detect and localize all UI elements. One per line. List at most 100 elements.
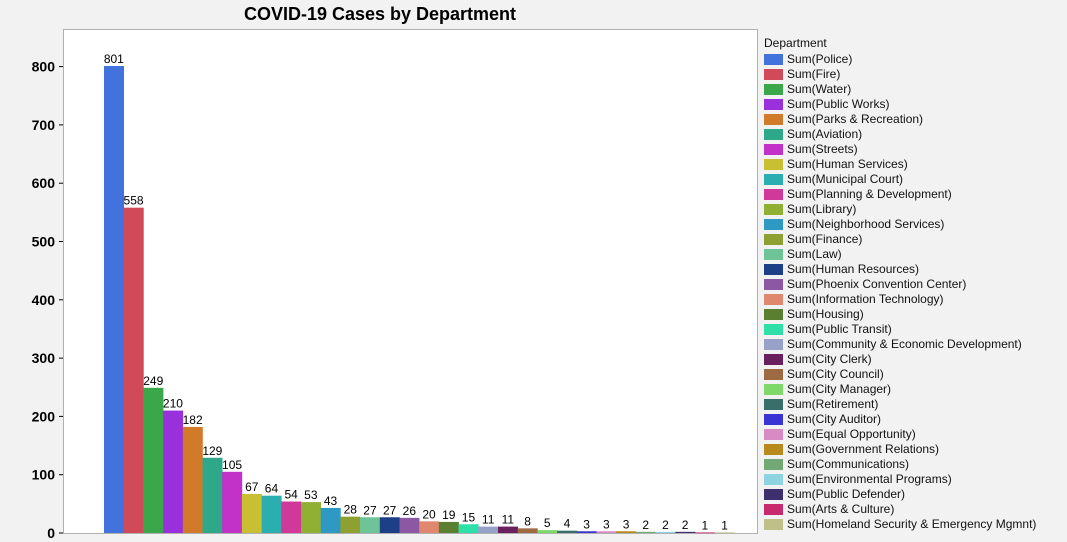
- legend-label: Sum(Public Transit): [787, 322, 892, 336]
- bar-value-label: 11: [502, 513, 515, 527]
- bar[interactable]: [655, 531, 676, 533]
- legend-label: Sum(City Auditor): [787, 412, 882, 426]
- legend-item[interactable]: Sum(Police): [764, 52, 1064, 67]
- bar[interactable]: [419, 521, 440, 533]
- bar[interactable]: [635, 531, 656, 533]
- legend-swatch: [764, 339, 783, 350]
- legend-item[interactable]: Sum(Finance): [764, 232, 1064, 247]
- legend-item[interactable]: Sum(Information Technology): [764, 292, 1064, 307]
- legend-item[interactable]: Sum(Parks & Recreation): [764, 112, 1064, 127]
- bar[interactable]: [399, 517, 420, 533]
- bar[interactable]: [143, 387, 164, 533]
- legend-item[interactable]: Sum(Water): [764, 82, 1064, 97]
- legend-label: Sum(Neighborhood Services): [787, 217, 945, 231]
- legend-item[interactable]: Sum(Human Resources): [764, 262, 1064, 277]
- legend-item[interactable]: Sum(Aviation): [764, 127, 1064, 142]
- bar[interactable]: [202, 457, 223, 533]
- legend-item[interactable]: Sum(Housing): [764, 307, 1064, 322]
- legend-item[interactable]: Sum(Public Defender): [764, 487, 1064, 502]
- legend-swatch: [764, 159, 783, 170]
- legend-item[interactable]: Sum(Public Works): [764, 97, 1064, 112]
- legend-item[interactable]: Sum(Law): [764, 247, 1064, 262]
- legend-swatch: [764, 129, 783, 140]
- bar-value-label: 3: [583, 517, 590, 531]
- legend-item[interactable]: Sum(City Clerk): [764, 352, 1064, 367]
- bar[interactable]: [498, 526, 518, 533]
- legend-item[interactable]: Sum(Streets): [764, 142, 1064, 157]
- bar[interactable]: [340, 516, 361, 533]
- legend-item[interactable]: Sum(Government Relations): [764, 442, 1064, 457]
- legend-item[interactable]: Sum(Communications): [764, 457, 1064, 472]
- bar[interactable]: [714, 532, 735, 534]
- bar[interactable]: [241, 493, 262, 533]
- bar-value-label: 558: [124, 194, 144, 208]
- bar[interactable]: [576, 531, 597, 533]
- legend-label: Sum(City Clerk): [787, 352, 872, 366]
- bar[interactable]: [261, 495, 282, 533]
- y-tick-label: 100: [32, 467, 56, 483]
- bar[interactable]: [123, 207, 144, 533]
- bar-value-label: 54: [284, 488, 298, 502]
- y-tick-label: 200: [32, 408, 56, 424]
- legend-label: Sum(Library): [787, 202, 857, 216]
- bar[interactable]: [301, 502, 321, 533]
- bar[interactable]: [478, 526, 499, 533]
- bar-value-label: 28: [344, 503, 358, 517]
- bar[interactable]: [281, 501, 302, 533]
- legend-item[interactable]: Sum(Human Services): [764, 157, 1064, 172]
- bar[interactable]: [596, 531, 617, 533]
- legend-item[interactable]: Sum(Library): [764, 202, 1064, 217]
- legend-swatch: [764, 429, 783, 440]
- legend-label: Sum(Government Relations): [787, 442, 940, 456]
- legend-label: Sum(Community & Economic Development): [787, 337, 1022, 351]
- legend-item[interactable]: Sum(City Auditor): [764, 412, 1064, 427]
- legend-item[interactable]: Sum(Equal Opportunity): [764, 427, 1064, 442]
- bar[interactable]: [438, 521, 459, 533]
- legend-item[interactable]: Sum(Homeland Security & Emergency Mgmnt): [764, 517, 1064, 532]
- legend-swatch: [764, 84, 783, 95]
- legend-swatch: [764, 54, 783, 65]
- bar-value-label: 1: [702, 518, 709, 532]
- legend-item[interactable]: Sum(City Council): [764, 367, 1064, 382]
- bar[interactable]: [360, 517, 381, 533]
- legend-item[interactable]: Sum(City Manager): [764, 382, 1064, 397]
- bar-value-label: 11: [482, 513, 495, 527]
- legend-item[interactable]: Sum(Public Transit): [764, 322, 1064, 337]
- legend-title: Department: [764, 36, 827, 50]
- bar[interactable]: [675, 531, 696, 533]
- legend-item[interactable]: Sum(Fire): [764, 67, 1064, 82]
- bar[interactable]: [557, 530, 578, 533]
- legend-swatch: [764, 384, 783, 395]
- bar[interactable]: [320, 507, 341, 533]
- bar-value-label: 8: [524, 514, 531, 528]
- legend-item[interactable]: Sum(Community & Economic Development): [764, 337, 1064, 352]
- legend-item[interactable]: Sum(Municipal Court): [764, 172, 1064, 187]
- legend-item[interactable]: Sum(Retirement): [764, 397, 1064, 412]
- legend-item[interactable]: Sum(Environmental Programs): [764, 472, 1064, 487]
- bar[interactable]: [104, 66, 124, 534]
- legend-swatch: [764, 414, 783, 425]
- bar-value-label: 105: [222, 458, 242, 472]
- bar[interactable]: [458, 524, 479, 533]
- bar-value-label: 19: [442, 508, 456, 522]
- legend-swatch: [764, 264, 783, 275]
- bar[interactable]: [695, 532, 715, 534]
- bar[interactable]: [182, 426, 203, 533]
- bar[interactable]: [537, 530, 558, 533]
- legend-item[interactable]: Sum(Neighborhood Services): [764, 217, 1064, 232]
- bar[interactable]: [163, 410, 184, 533]
- bar-value-label: 210: [163, 397, 183, 411]
- legend-swatch: [764, 204, 783, 215]
- bar[interactable]: [616, 531, 637, 533]
- legend-label: Sum(City Council): [787, 367, 884, 381]
- legend-item[interactable]: Sum(Planning & Development): [764, 187, 1064, 202]
- legend-swatch: [764, 324, 783, 335]
- bar[interactable]: [222, 471, 243, 533]
- legend-item[interactable]: Sum(Arts & Culture): [764, 502, 1064, 517]
- legend-item[interactable]: Sum(Phoenix Convention Center): [764, 277, 1064, 292]
- legend-swatch: [764, 174, 783, 185]
- legend-swatch: [764, 99, 783, 110]
- bar[interactable]: [517, 528, 538, 533]
- bar[interactable]: [379, 517, 400, 533]
